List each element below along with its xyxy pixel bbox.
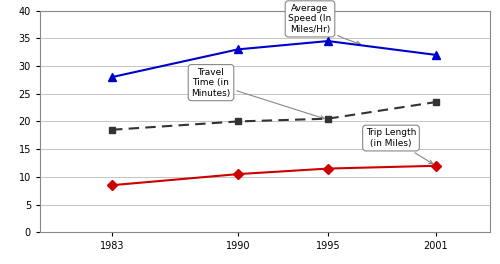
- Text: Travel
Time (in
Minutes): Travel Time (in Minutes): [192, 68, 324, 119]
- Text: Trip Length
(in Miles): Trip Length (in Miles): [366, 128, 432, 164]
- Text: Average
Speed (In
Miles/Hr): Average Speed (In Miles/Hr): [288, 4, 360, 45]
